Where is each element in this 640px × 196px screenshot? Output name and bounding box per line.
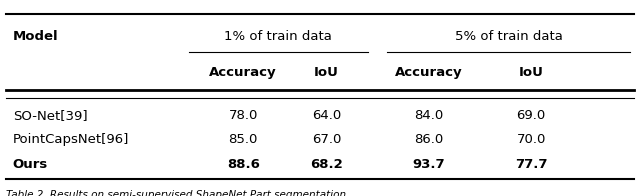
Text: Table 2. Results on semi-supervised ShapeNet Part segmentation.: Table 2. Results on semi-supervised Shap… xyxy=(6,190,350,196)
Text: 70.0: 70.0 xyxy=(516,133,546,146)
Text: 5% of train data: 5% of train data xyxy=(455,30,563,43)
Text: 84.0: 84.0 xyxy=(414,109,444,122)
Text: Accuracy: Accuracy xyxy=(395,66,463,79)
Text: 78.0: 78.0 xyxy=(228,109,258,122)
Text: 85.0: 85.0 xyxy=(228,133,258,146)
Text: 1% of train data: 1% of train data xyxy=(225,30,332,43)
Text: SO-Net[39]: SO-Net[39] xyxy=(13,109,88,122)
Text: 93.7: 93.7 xyxy=(413,158,445,171)
Text: Ours: Ours xyxy=(13,158,48,171)
Text: Model: Model xyxy=(13,30,58,43)
Text: 86.0: 86.0 xyxy=(414,133,444,146)
Text: Accuracy: Accuracy xyxy=(209,66,277,79)
Text: 77.7: 77.7 xyxy=(515,158,547,171)
Text: PointCapsNet[96]: PointCapsNet[96] xyxy=(13,133,129,146)
Text: 69.0: 69.0 xyxy=(516,109,546,122)
Text: 68.2: 68.2 xyxy=(310,158,343,171)
Text: 67.0: 67.0 xyxy=(312,133,341,146)
Text: 64.0: 64.0 xyxy=(312,109,341,122)
Text: IoU: IoU xyxy=(314,66,339,79)
Text: IoU: IoU xyxy=(519,66,543,79)
Text: 88.6: 88.6 xyxy=(227,158,260,171)
